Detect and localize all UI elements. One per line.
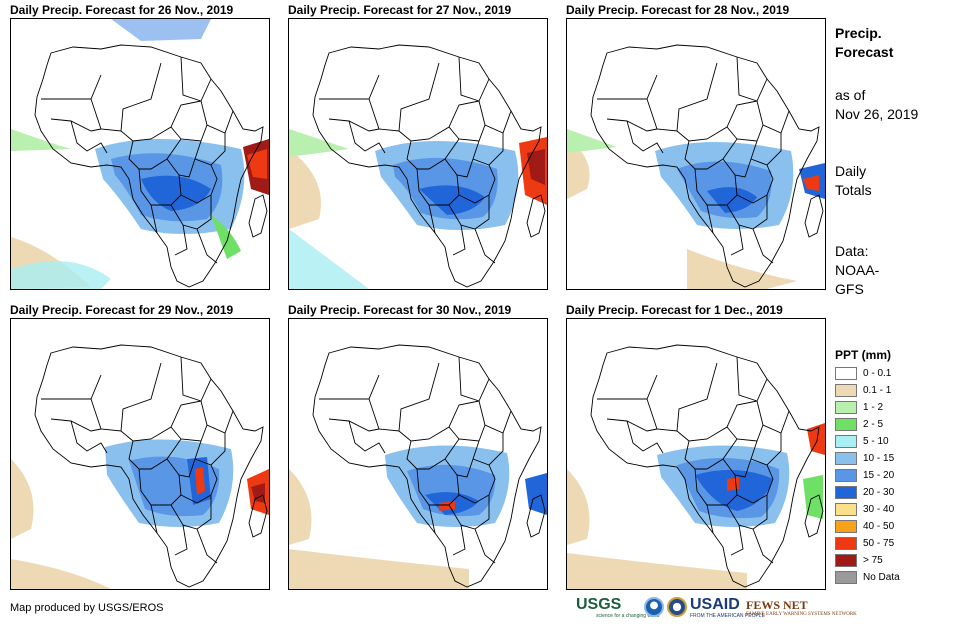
side-totals-line2: Totals [835, 182, 872, 198]
legend-swatch [835, 571, 857, 584]
legend-label: 1 - 2 [863, 402, 884, 413]
side-data-line3: GFS [835, 281, 864, 297]
legend-item: 30 - 40 [835, 502, 955, 519]
panel-title: Daily Precip. Forecast for 30 Nov., 2019 [288, 303, 512, 317]
legend-swatch [835, 384, 857, 397]
legend-swatch [835, 401, 857, 414]
panel-title: Daily Precip. Forecast for 1 Dec., 2019 [566, 303, 783, 317]
legend-item: 0 - 0.1 [835, 366, 955, 383]
legend-swatch [835, 554, 857, 567]
legend-label: 10 - 15 [863, 453, 895, 464]
panel-title: Daily Precip. Forecast for 27 Nov., 2019 [288, 3, 512, 17]
legend-swatch [835, 503, 857, 516]
side-asof: as of Nov 26, 2019 [835, 86, 918, 124]
legend-item: 50 - 75 [835, 536, 955, 553]
legend-item: 15 - 20 [835, 468, 955, 485]
legend-label: 20 - 30 [863, 487, 895, 498]
panel-title: Daily Precip. Forecast for 28 Nov., 2019 [566, 3, 790, 17]
noaa-logo-icon [644, 597, 664, 617]
fews-net-logo: FEWS NET FAMINE EARLY WARNING SYSTEMS NE… [746, 598, 857, 617]
map-credit: Map produced by USGS/EROS [10, 602, 164, 614]
side-data-line1: Data: [835, 243, 869, 259]
panel-title: Daily Precip. Forecast for 29 Nov., 2019 [10, 303, 234, 317]
legend-label: 0 - 0.1 [863, 368, 892, 379]
legend-item: No Data [835, 570, 955, 587]
map-panel-6: Daily Precip. Forecast for 1 Dec., 2019 [566, 302, 826, 590]
legend-item: > 75 [835, 553, 955, 570]
legend-label: 30 - 40 [863, 504, 895, 515]
legend-label: 2 - 5 [863, 419, 884, 430]
legend-swatch [835, 520, 857, 533]
side-data-line2: NOAA- [835, 262, 880, 278]
legend-label: 0.1 - 1 [863, 385, 892, 396]
side-totals-line1: Daily [835, 163, 867, 179]
legend-label: 5 - 10 [863, 436, 889, 447]
legend-swatch [835, 435, 857, 448]
legend-swatch [835, 537, 857, 550]
side-title-line1: Precip. [835, 25, 882, 41]
side-asof-line1: as of [835, 87, 866, 103]
map-panel-4: Daily Precip. Forecast for 29 Nov., 2019 [10, 302, 270, 590]
precip-map [566, 318, 826, 590]
panel-title: Daily Precip. Forecast for 26 Nov., 2019 [10, 3, 234, 17]
fews-net-logo-text: FEWS NET [746, 598, 808, 612]
usgs-logo-text: USGS [576, 596, 622, 613]
legend-swatch [835, 418, 857, 431]
legend-item: 2 - 5 [835, 417, 955, 434]
legend-swatch [835, 452, 857, 465]
state-department-seal-icon [667, 597, 687, 617]
usgs-logo: USGS science for a changing world [576, 596, 659, 619]
side-totals: Daily Totals [835, 162, 872, 200]
legend-swatch [835, 486, 857, 499]
legend-swatch [835, 469, 857, 482]
legend-item: 20 - 30 [835, 485, 955, 502]
precip-map [10, 18, 270, 290]
usaid-tagline: FROM THE AMERICAN PEOPLE [690, 613, 765, 619]
map-panel-1: Daily Precip. Forecast for 26 Nov., 2019 [10, 2, 270, 290]
precip-map [10, 318, 270, 590]
partner-logos: USGS science for a changing world USAID … [576, 596, 857, 622]
precip-map [566, 18, 826, 290]
side-data-source: Data: NOAA- GFS [835, 242, 879, 299]
legend-label: 15 - 20 [863, 470, 895, 481]
legend-item: 1 - 2 [835, 400, 955, 417]
legend-title: PPT (mm) [835, 348, 892, 362]
fews-net-tagline: FAMINE EARLY WARNING SYSTEMS NETWORK [746, 612, 857, 617]
usaid-logo-text: USAID [690, 596, 740, 613]
legend-label: 50 - 75 [863, 538, 895, 549]
legend-label: > 75 [863, 555, 883, 566]
legend-item: 40 - 50 [835, 519, 955, 536]
legend-label: 40 - 50 [863, 521, 895, 532]
legend: 0 - 0.1 0.1 - 1 1 - 2 2 - 5 5 - 10 10 - … [835, 366, 955, 587]
side-asof-line2: Nov 26, 2019 [835, 106, 919, 122]
side-title-line2: Forecast [835, 44, 894, 60]
usaid-logo: USAID FROM THE AMERICAN PEOPLE [690, 596, 765, 619]
map-panel-2: Daily Precip. Forecast for 27 Nov., 2019 [288, 2, 548, 290]
legend-item: 5 - 10 [835, 434, 955, 451]
map-panel-5: Daily Precip. Forecast for 30 Nov., 2019 [288, 302, 548, 590]
map-panel-3: Daily Precip. Forecast for 28 Nov., 2019 [566, 2, 826, 290]
precip-map [288, 18, 548, 290]
legend-item: 10 - 15 [835, 451, 955, 468]
precip-map [288, 318, 548, 590]
side-title: Precip. Forecast [835, 24, 893, 62]
legend-swatch [835, 367, 857, 380]
usgs-tagline: science for a changing world [596, 613, 660, 619]
legend-label: No Data [863, 572, 900, 583]
legend-item: 0.1 - 1 [835, 383, 955, 400]
